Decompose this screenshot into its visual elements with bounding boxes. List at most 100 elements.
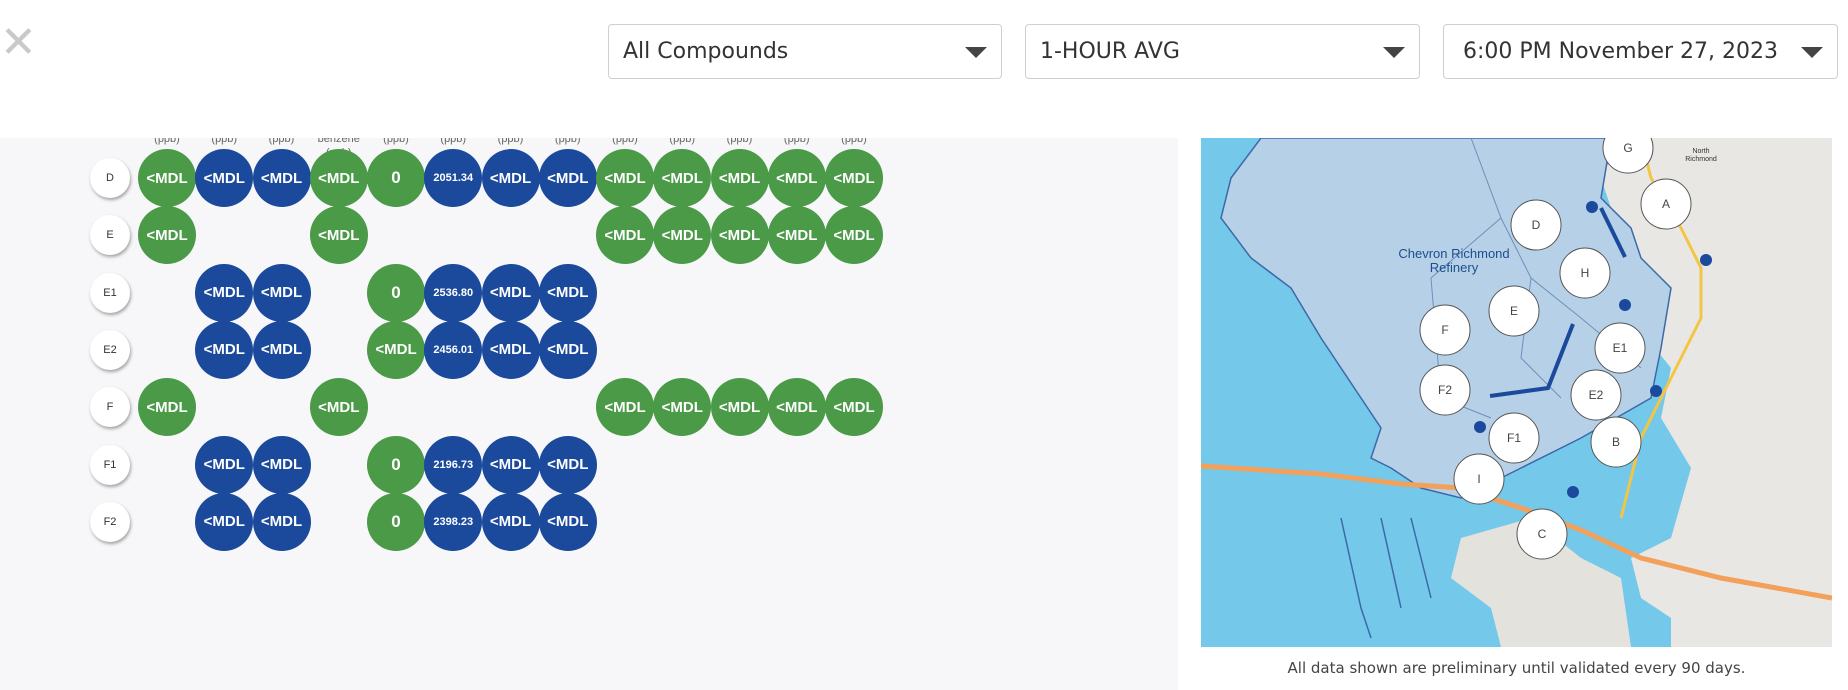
compound-select-value: All Compounds (623, 39, 789, 64)
reading-cell[interactable]: <MDL (653, 149, 712, 207)
monitor-dot (1586, 201, 1598, 213)
datetime-select[interactable]: 6:00 PM November 27, 2023 (1443, 24, 1838, 79)
reading-cell[interactable]: <MDL (195, 149, 254, 207)
reading-cell[interactable]: <MDL (252, 263, 311, 322)
reading-cell[interactable]: <MDL (710, 206, 769, 265)
monitor-dot (1619, 299, 1631, 311)
reading-cell[interactable]: 2398.23 (424, 492, 483, 551)
reading-value: <MDL (203, 456, 245, 473)
station-map[interactable]: Chevron Richmond Refinery North Richmond G… (1201, 138, 1832, 647)
reading-value: 0 (391, 282, 401, 302)
station-marker[interactable]: E (1488, 285, 1540, 337)
reading-cell[interactable]: 2196.73 (424, 435, 483, 494)
reading-cell[interactable]: <MDL (195, 435, 254, 494)
reading-cell[interactable]: <MDL (195, 320, 254, 379)
reading-cell[interactable]: <MDL (653, 206, 712, 265)
reading-cell[interactable]: 0 (367, 492, 425, 551)
station-row-label: F (90, 387, 130, 428)
reading-cell[interactable]: <MDL (825, 378, 883, 437)
reading-cell[interactable]: 2456.01 (424, 320, 483, 379)
station-marker[interactable]: I (1453, 453, 1505, 505)
station-marker[interactable]: B (1590, 416, 1642, 468)
station-marker[interactable]: E2 (1570, 369, 1622, 421)
reading-cell[interactable]: <MDL (710, 378, 769, 437)
reading-cell[interactable]: <MDL (252, 435, 311, 494)
station-marker-circle (1559, 247, 1611, 299)
land-east (1601, 138, 1832, 647)
close-icon[interactable]: ✕ (0, 17, 37, 68)
reading-cell[interactable]: <MDL (481, 320, 540, 379)
reading-cell[interactable]: <MDL (596, 149, 654, 207)
reading-cell[interactable]: <MDL (309, 149, 368, 207)
reading-cell[interactable]: <MDL (710, 149, 769, 207)
reading-cell[interactable]: <MDL (825, 206, 883, 265)
station-marker[interactable]: A (1640, 178, 1692, 230)
reading-cell[interactable]: 0 (367, 263, 425, 322)
reading-cell[interactable]: <MDL (596, 378, 654, 437)
station-marker[interactable]: H (1559, 247, 1611, 299)
reading-value: <MDL (718, 226, 761, 244)
reading-cell[interactable]: <MDL (195, 263, 254, 322)
station-marker[interactable]: F2 (1419, 364, 1471, 416)
averaging-select[interactable]: 1-HOUR AVG (1025, 24, 1420, 79)
reading-cell[interactable]: <MDL (538, 320, 597, 379)
compound-select[interactable]: All Compounds (608, 24, 1002, 79)
reading-cell[interactable]: 0 (367, 149, 425, 207)
reading-cell[interactable]: <MDL (481, 492, 540, 551)
reading-cell[interactable]: <MDL (538, 435, 597, 494)
reading-cell[interactable]: <MDL (538, 149, 597, 207)
reading-cell[interactable]: <MDL (252, 149, 311, 207)
reading-cell[interactable]: <MDL (138, 149, 196, 207)
station-row-label: D (90, 158, 130, 198)
station-row-label: E1 (90, 272, 130, 313)
reading-cell[interactable]: <MDL (195, 492, 254, 551)
reading-cell[interactable]: <MDL (481, 435, 540, 494)
reading-value: <MDL (718, 398, 761, 416)
reading-cell[interactable]: <MDL (367, 320, 425, 379)
station-marker-circle (1590, 416, 1642, 468)
monitor-dot (1474, 421, 1486, 433)
station-marker-circle (1419, 364, 1471, 416)
column-header: (ppb) (268, 138, 295, 145)
reading-cell[interactable]: <MDL (138, 206, 196, 265)
reading-cell[interactable]: 0 (367, 435, 425, 494)
reading-cell[interactable]: <MDL (309, 206, 368, 265)
reading-value: 0 (391, 454, 401, 474)
reading-cell[interactable]: <MDL (596, 206, 654, 265)
station-marker[interactable]: C (1516, 508, 1568, 560)
reading-cell[interactable]: 2051.34 (424, 149, 483, 207)
reading-cell[interactable]: <MDL (767, 206, 826, 265)
station-marker-label: B (1612, 435, 1620, 449)
chevron-down-icon (965, 47, 987, 58)
reading-value: <MDL (318, 398, 360, 416)
reading-cell[interactable]: <MDL (538, 492, 597, 551)
reading-value: <MDL (547, 341, 589, 359)
reading-cell[interactable]: <MDL (481, 263, 540, 322)
station-marker[interactable]: F (1419, 304, 1471, 356)
station-marker-label: F2 (1438, 383, 1452, 397)
reading-cell[interactable]: <MDL (481, 149, 540, 207)
reading-value: 0 (391, 168, 401, 187)
station-marker-label: C (1538, 527, 1547, 541)
disclaimer-text: All data shown are preliminary until val… (1287, 659, 1746, 677)
reading-cell[interactable]: <MDL (252, 320, 311, 379)
reading-cell[interactable]: 2536.80 (424, 263, 483, 322)
reading-cell[interactable]: <MDL (138, 378, 196, 437)
station-marker[interactable]: F1 (1488, 412, 1540, 464)
station-marker-circle (1488, 285, 1540, 337)
refinery-label: Chevron Richmond Refinery (1398, 246, 1509, 275)
reading-cell[interactable]: <MDL (252, 492, 311, 551)
reading-cell[interactable]: <MDL (309, 378, 368, 437)
reading-value: <MDL (203, 341, 245, 359)
reading-cell[interactable]: <MDL (767, 149, 826, 207)
map-canvas[interactable]: Chevron Richmond Refinery North Richmond G… (1201, 138, 1832, 647)
reading-cell[interactable]: <MDL (538, 263, 597, 322)
station-marker[interactable]: E1 (1594, 322, 1646, 374)
station-marker[interactable]: D (1510, 199, 1562, 251)
station-marker[interactable]: G (1602, 138, 1654, 174)
reading-cell[interactable]: <MDL (653, 378, 712, 437)
reading-cell[interactable]: <MDL (825, 149, 883, 207)
reading-cell[interactable]: <MDL (767, 378, 826, 437)
station-marker-label: D (1532, 218, 1541, 232)
reading-value: <MDL (718, 169, 761, 187)
